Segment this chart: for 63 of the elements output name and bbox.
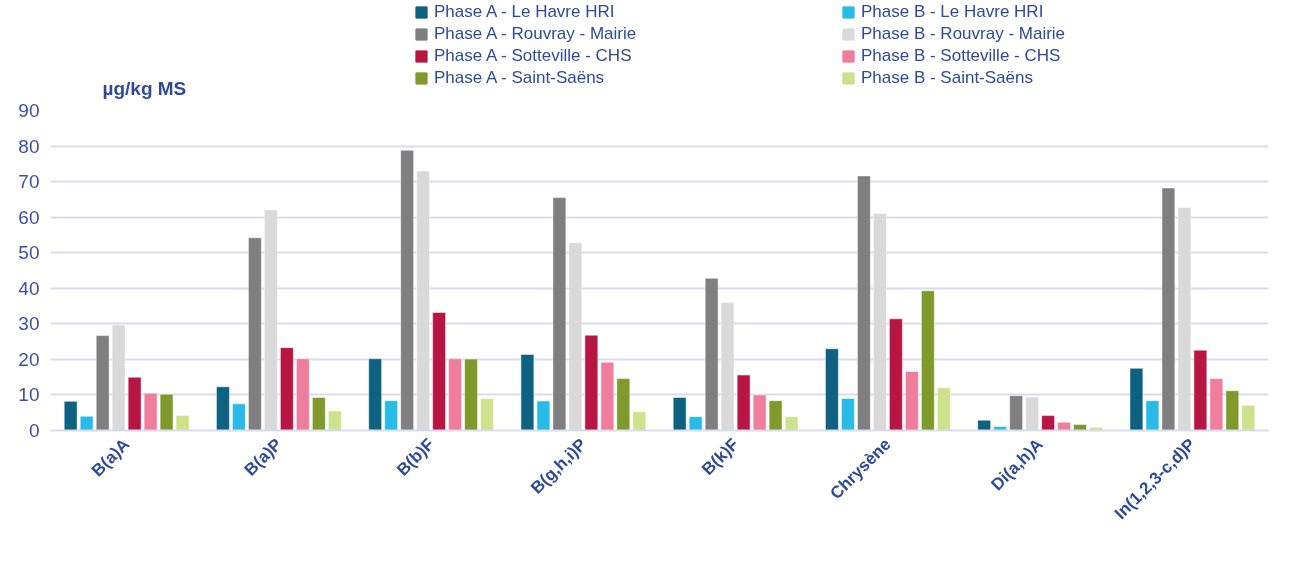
bar bbox=[95, 335, 110, 431]
bar bbox=[704, 278, 719, 431]
y-tick-label: 0 bbox=[28, 420, 40, 441]
bar bbox=[480, 398, 494, 431]
y-tick-label: 80 bbox=[18, 135, 40, 157]
bar bbox=[937, 387, 951, 431]
bar bbox=[384, 400, 398, 431]
bar bbox=[280, 347, 294, 431]
bar bbox=[1025, 396, 1039, 431]
bar bbox=[400, 150, 414, 431]
bar bbox=[672, 397, 687, 431]
y-tick-label: 10 bbox=[18, 384, 40, 406]
bar bbox=[1009, 395, 1023, 431]
bar bbox=[1241, 405, 1256, 431]
bar bbox=[464, 358, 478, 431]
legend-label: Phase B - Le Havre HRI bbox=[861, 2, 1045, 22]
bar bbox=[977, 419, 991, 431]
bar bbox=[616, 378, 631, 431]
y-tick-label: 50 bbox=[18, 242, 40, 264]
bar bbox=[1041, 415, 1055, 431]
bar bbox=[1073, 424, 1087, 431]
bar bbox=[328, 410, 342, 431]
bar bbox=[600, 361, 615, 431]
bar bbox=[216, 386, 230, 431]
bar bbox=[296, 358, 310, 431]
bar bbox=[841, 398, 855, 431]
bar bbox=[63, 401, 78, 431]
bar bbox=[232, 403, 246, 431]
bar bbox=[1209, 378, 1224, 431]
bar bbox=[416, 170, 430, 431]
y-tick-label: 20 bbox=[18, 348, 40, 370]
legend-label: Phase A - Rouvray - Mairie bbox=[434, 24, 638, 44]
y-tick-label: 30 bbox=[18, 313, 40, 335]
bar bbox=[1057, 422, 1071, 431]
bar bbox=[889, 318, 903, 431]
bar bbox=[368, 358, 382, 431]
bar bbox=[79, 416, 94, 431]
legend-label: Phase A - Le Havre HRI bbox=[434, 2, 616, 22]
legend-label: Phase B - Saint-Saëns bbox=[861, 68, 1034, 88]
bar bbox=[312, 397, 326, 431]
bar bbox=[873, 213, 887, 431]
y-axis-title: µg/kg MS bbox=[102, 77, 187, 99]
bar bbox=[1225, 390, 1240, 431]
legend-label: Phase A - Sotteville - CHS bbox=[434, 46, 633, 66]
bar bbox=[1089, 427, 1103, 431]
legend-label: Phase B - Sotteville - CHS bbox=[861, 46, 1062, 66]
bar bbox=[905, 371, 919, 431]
bar bbox=[688, 416, 703, 431]
bar bbox=[921, 290, 935, 431]
bar bbox=[857, 175, 871, 431]
bar bbox=[993, 426, 1007, 431]
y-tick-label: 60 bbox=[18, 206, 40, 228]
bar bbox=[432, 312, 446, 431]
legend-label: Phase B - Rouvray - Mairie bbox=[861, 24, 1067, 44]
bar bbox=[632, 411, 647, 431]
y-tick-label: 90 bbox=[18, 100, 40, 121]
y-tick-label: 40 bbox=[18, 277, 40, 299]
bar bbox=[264, 209, 278, 431]
legend-label: Phase A - Saint-Saëns bbox=[434, 68, 606, 88]
bar bbox=[825, 348, 839, 431]
bar bbox=[248, 237, 262, 431]
bar bbox=[448, 358, 462, 431]
y-tick-label: 70 bbox=[18, 171, 40, 193]
